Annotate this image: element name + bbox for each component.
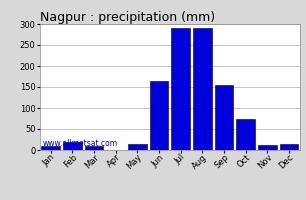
Bar (150, 81, 168, 150)
Bar (41, 146, 60, 150)
Bar (171, 28, 190, 150)
Bar (280, 144, 298, 150)
Bar (237, 118, 255, 150)
Text: www.allmetsat.com: www.allmetsat.com (42, 139, 118, 148)
Text: Nagpur : precipitation (mm): Nagpur : precipitation (mm) (40, 11, 215, 24)
Bar (258, 145, 277, 150)
Bar (128, 144, 147, 150)
Bar (63, 142, 81, 150)
Bar (85, 146, 103, 150)
Bar (215, 85, 233, 150)
Bar (193, 28, 211, 150)
